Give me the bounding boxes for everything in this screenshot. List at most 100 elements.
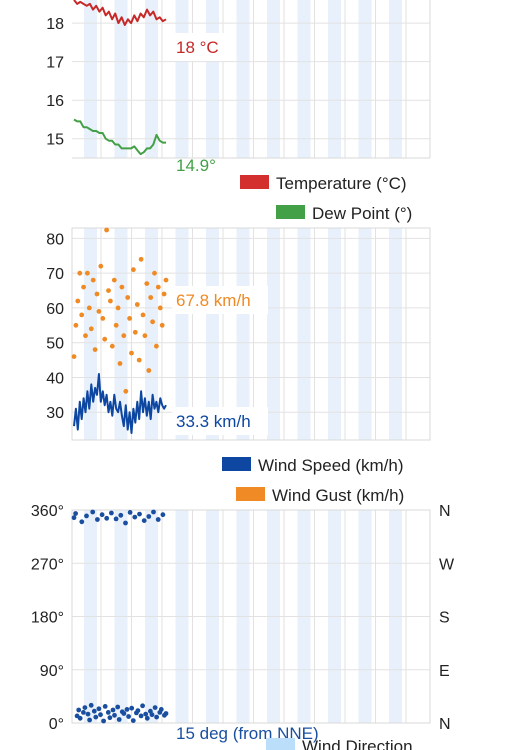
data-point — [79, 519, 85, 525]
series-lines — [73, 0, 167, 156]
temperature-legend: Temperature (°C) Dew Point (°) — [240, 174, 412, 223]
data-point — [157, 305, 163, 311]
data-point — [129, 350, 134, 356]
data-point — [96, 706, 102, 712]
y-tick-label: 360° — [31, 503, 64, 520]
temperature-callout: 18 °C — [176, 38, 219, 57]
data-point — [90, 277, 96, 283]
data-point — [92, 347, 98, 352]
data-point — [149, 712, 155, 718]
data-point — [123, 388, 129, 394]
wind-direction-chart: 0° 90° 180° 270° 360° N E S W N 15 deg (from NNE… — [31, 503, 455, 750]
data-point — [76, 707, 82, 713]
y-tick-label: 15 — [46, 132, 64, 149]
data-point — [144, 281, 150, 286]
data-point — [163, 711, 169, 716]
data-point — [82, 705, 88, 710]
data-point — [109, 343, 115, 349]
series-marks — [71, 509, 169, 724]
data-point — [136, 357, 142, 363]
data-point — [112, 712, 117, 718]
data-point — [151, 509, 156, 515]
compass-tick-label: E — [439, 663, 450, 680]
data-point — [71, 515, 77, 521]
day-band — [328, 0, 341, 158]
data-point — [161, 291, 167, 297]
data-point — [73, 322, 79, 328]
y-axis-tick-labels: 15 16 17 18 — [46, 16, 64, 149]
data-point — [85, 711, 91, 717]
y-tick-label: 0° — [49, 716, 64, 733]
data-point — [129, 705, 135, 711]
legend-swatch-dew-point — [276, 205, 305, 219]
data-point — [99, 512, 105, 518]
data-point — [83, 333, 88, 339]
data-point — [94, 291, 100, 297]
wind-direction-legend: Wind Direction — [266, 737, 413, 750]
y-axis-tick-labels: 0° 90° 180° 270° 360° — [31, 503, 64, 733]
data-point — [100, 316, 106, 321]
day-band — [175, 228, 189, 440]
day-band — [358, 0, 372, 158]
data-point — [127, 510, 133, 515]
data-point — [146, 514, 152, 519]
data-point — [154, 714, 160, 720]
data-point — [148, 295, 154, 300]
data-point — [110, 707, 116, 713]
data-point — [123, 520, 128, 526]
data-point — [106, 288, 111, 293]
compass-tick-label: N — [439, 503, 451, 520]
data-point — [132, 514, 138, 520]
compass-tick-label: W — [439, 556, 455, 573]
day-band — [358, 228, 372, 440]
data-point — [88, 702, 94, 708]
data-point — [144, 715, 150, 721]
data-point — [85, 270, 90, 276]
data-point — [117, 361, 123, 366]
data-point — [135, 708, 141, 713]
data-point — [107, 715, 113, 721]
day-band — [114, 0, 128, 158]
plot-border — [71, 227, 431, 441]
data-point — [90, 509, 96, 515]
series-marks — [71, 227, 169, 434]
wind-direction-callout: 15 deg (from NNE) — [176, 724, 319, 743]
data-point — [140, 312, 146, 318]
legend-label-wind-gust: Wind Gust (km/h) — [272, 486, 404, 505]
data-point — [152, 270, 157, 276]
day-band — [206, 0, 219, 158]
y-tick-label: 40 — [46, 370, 64, 387]
y-tick-label: 60 — [46, 301, 64, 318]
data-point — [95, 517, 100, 522]
data-point — [113, 516, 119, 522]
y-axis-tick-labels: 30 40 50 60 70 80 — [46, 231, 64, 422]
data-point — [121, 333, 127, 339]
data-point — [130, 718, 136, 723]
series-line — [73, 118, 166, 156]
data-point — [91, 708, 97, 714]
data-point — [152, 705, 158, 710]
data-point — [104, 227, 109, 233]
data-point — [124, 707, 130, 712]
data-point — [158, 707, 164, 712]
data-point — [131, 267, 136, 273]
data-point — [138, 713, 144, 719]
data-point — [102, 704, 108, 709]
series-line — [73, 373, 167, 434]
data-point — [155, 284, 161, 290]
data-point — [119, 284, 125, 290]
data-point — [146, 368, 152, 373]
legend-label-dew-point: Dew Point (°) — [312, 204, 412, 223]
dew-point-callout: 14.9° — [176, 156, 216, 175]
data-point — [81, 284, 86, 290]
data-point — [126, 714, 131, 719]
data-point — [111, 277, 117, 283]
data-point — [81, 710, 86, 715]
day-band — [175, 0, 189, 158]
series-line — [73, 0, 167, 26]
y-tick-label: 30 — [46, 405, 64, 422]
compass-tick-label: N — [439, 716, 451, 733]
data-point — [77, 715, 83, 721]
data-point — [121, 711, 127, 716]
